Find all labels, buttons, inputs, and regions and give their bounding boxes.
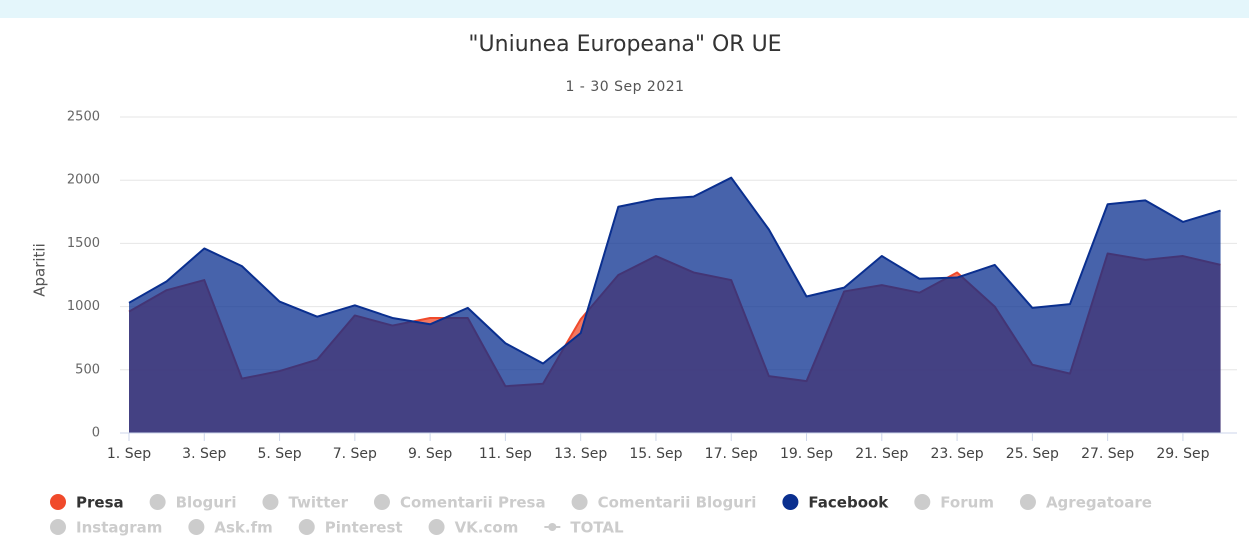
legend-symbol bbox=[149, 494, 166, 510]
area bbox=[129, 177, 1221, 433]
legend-item[interactable]: Ask.fm bbox=[188, 519, 273, 537]
chart-subtitle: 1 - 30 Sep 2021 bbox=[565, 79, 684, 95]
legend-symbol bbox=[50, 519, 66, 535]
legend-label: Comentarii Bloguri bbox=[598, 494, 757, 512]
series-line bbox=[128, 176, 1221, 365]
top-bar bbox=[0, 0, 1249, 18]
x-tick-label: 5. Sep bbox=[257, 446, 301, 462]
legend-symbol bbox=[262, 494, 279, 510]
legend-label: Ask.fm bbox=[214, 519, 272, 537]
legend-item[interactable]: Pinterest bbox=[298, 519, 403, 537]
legend-item[interactable]: Comentarii Presa bbox=[373, 494, 546, 512]
legend-symbol bbox=[571, 494, 588, 510]
legend-label: Presa bbox=[76, 494, 124, 512]
legend-label: Twitter bbox=[288, 494, 348, 512]
x-tick-label: 13. Sep bbox=[554, 446, 607, 462]
legend-item[interactable]: Bloguri bbox=[149, 494, 237, 512]
legend-label: Instagram bbox=[76, 519, 162, 537]
y-tick-label: 2000 bbox=[67, 173, 100, 188]
legend-label: VK.com bbox=[455, 519, 519, 537]
x-tick-label: 25. Sep bbox=[1006, 446, 1059, 462]
legend-symbol bbox=[1019, 494, 1036, 510]
legend-item[interactable]: Comentarii Bloguri bbox=[571, 494, 757, 512]
x-tick-label: 11. Sep bbox=[479, 446, 532, 462]
legend-symbol bbox=[373, 494, 390, 510]
legend-item[interactable]: VK.com bbox=[428, 519, 519, 537]
x-tick-label: 21. Sep bbox=[855, 446, 908, 462]
legend-label: Facebook bbox=[808, 494, 889, 512]
x-tick-label: 23. Sep bbox=[931, 446, 984, 462]
legend-label: TOTAL bbox=[570, 519, 624, 537]
legend-symbol bbox=[50, 494, 66, 510]
y-tick-label: 2500 bbox=[67, 110, 100, 125]
x-tick-label: 9. Sep bbox=[408, 446, 452, 462]
legend-symbol bbox=[548, 523, 557, 531]
chart-title: "Uniunea Europeana" OR UE bbox=[468, 32, 781, 57]
legend-label: Comentarii Presa bbox=[400, 494, 546, 512]
y-tick-label: 500 bbox=[75, 362, 100, 377]
legend-item[interactable]: Twitter bbox=[262, 494, 349, 512]
legend-symbol bbox=[298, 519, 315, 535]
y-tick-label: 1500 bbox=[67, 236, 100, 251]
legend-item[interactable]: Instagram bbox=[50, 519, 162, 537]
legend-label: Agregatoare bbox=[1046, 494, 1152, 512]
x-tick-label: 19. Sep bbox=[780, 446, 833, 462]
x-tick-label: 27. Sep bbox=[1081, 446, 1134, 462]
legend-item[interactable]: TOTAL bbox=[544, 519, 624, 537]
legend-label: Pinterest bbox=[325, 519, 403, 537]
y-tick-label: 1000 bbox=[67, 299, 100, 314]
legend-item[interactable]: Presa bbox=[50, 494, 124, 512]
legend-label: Bloguri bbox=[176, 494, 237, 512]
legend-item[interactable]: Facebook bbox=[782, 494, 889, 512]
x-tick-label: 3. Sep bbox=[182, 446, 226, 462]
x-tick-label: 1. Sep bbox=[107, 446, 151, 462]
x-tick-label: 15. Sep bbox=[629, 446, 682, 462]
legend-symbol bbox=[782, 494, 799, 510]
x-tick-label: 7. Sep bbox=[333, 446, 377, 462]
legend-symbol bbox=[428, 519, 445, 535]
legend-label: Forum bbox=[940, 494, 994, 512]
x-tick-label: 29. Sep bbox=[1156, 446, 1209, 462]
legend-symbol bbox=[188, 519, 205, 535]
x-tick-label: 17. Sep bbox=[705, 446, 758, 462]
y-axis-label: Aparitii bbox=[31, 243, 49, 297]
y-tick-label: 0 bbox=[92, 426, 100, 441]
legend-item[interactable]: Agregatoare bbox=[1019, 494, 1152, 512]
legend-item[interactable]: Forum bbox=[914, 494, 994, 512]
legend-symbol bbox=[914, 494, 931, 510]
